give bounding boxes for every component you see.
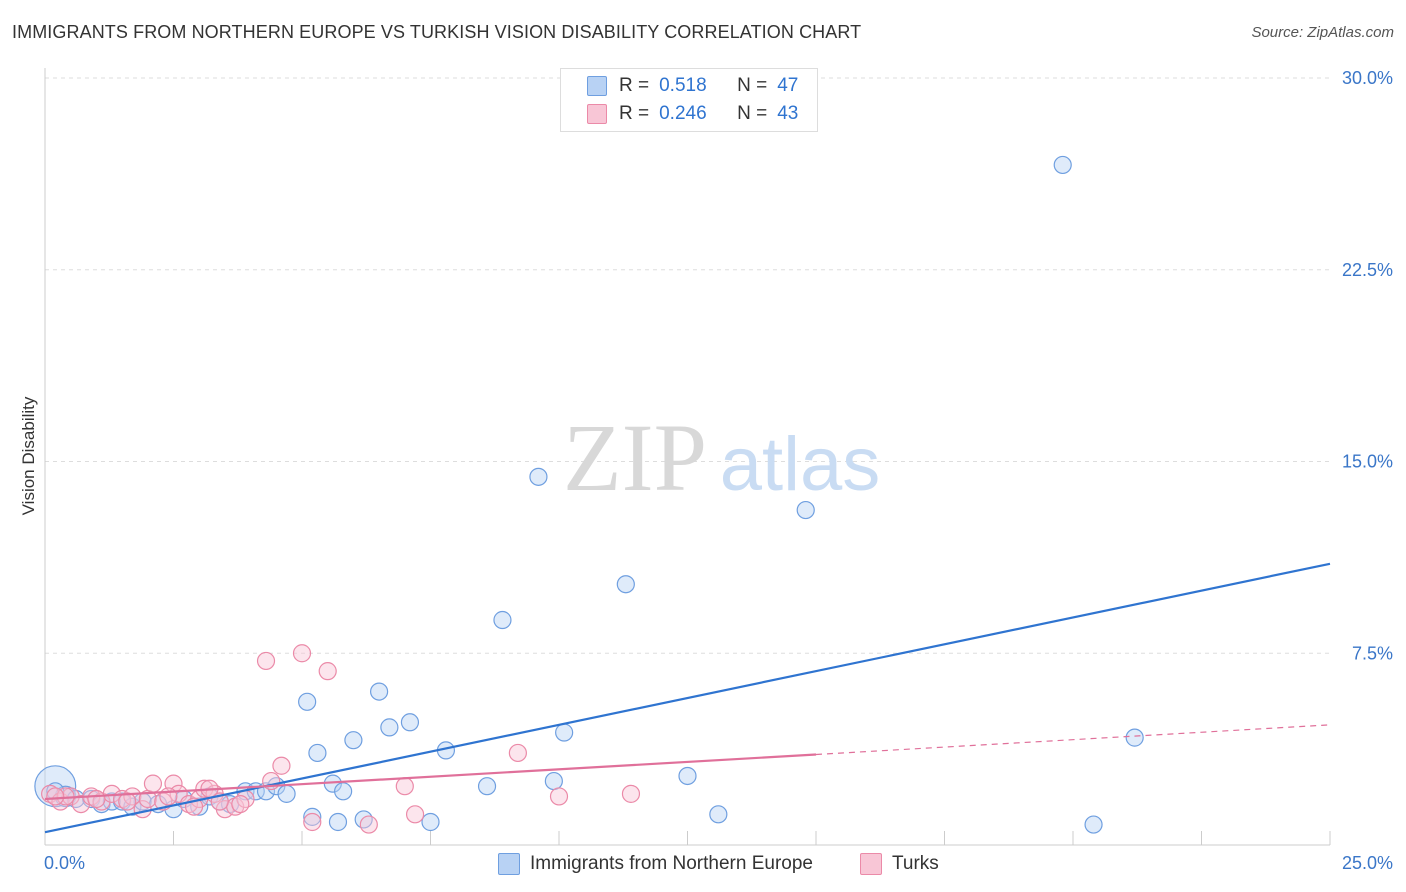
- data-point-northern-europe: [555, 723, 574, 742]
- chart-title: IMMIGRANTS FROM NORTHERN EUROPE VS TURKI…: [12, 22, 862, 42]
- data-point-northern-europe: [709, 805, 728, 824]
- legend-r-value: 0.518: [659, 75, 707, 96]
- data-point-turks: [272, 756, 291, 775]
- data-point-turks: [118, 792, 137, 811]
- axis-layer: [44, 68, 1331, 846]
- y-tick-label: 22.5%: [1342, 260, 1393, 280]
- data-point-northern-europe: [1125, 728, 1144, 747]
- source-label: Source: ZipAtlas.com: [1251, 24, 1394, 41]
- legend-swatch-pink: [587, 104, 607, 124]
- legend-row-northern-europe: R = 0.518 N = 47: [587, 72, 799, 100]
- data-point-turks: [123, 787, 142, 806]
- watermark-zip: ZIP: [563, 404, 707, 511]
- data-point-northern-europe: [544, 771, 563, 791]
- data-point-northern-europe: [334, 782, 353, 801]
- data-point-turks: [549, 787, 569, 806]
- data-point-northern-europe: [616, 575, 635, 594]
- data-point-turks: [395, 777, 414, 796]
- legend-r-value: 0.246: [659, 103, 707, 124]
- data-point-northern-europe: [493, 610, 512, 630]
- data-point-northern-europe: [354, 810, 373, 829]
- trend-layer: [44, 562, 1331, 834]
- bottom-legend-northern-europe[interactable]: Immigrants from Northern Europe: [498, 852, 813, 876]
- legend-n-label: N =: [737, 75, 768, 96]
- legend-n-value: 43: [777, 103, 799, 124]
- data-point-northern-europe: [308, 743, 327, 763]
- data-point-turks: [87, 789, 106, 809]
- data-point-turks: [143, 774, 163, 793]
- data-point-turks: [303, 812, 322, 832]
- data-point-turks: [508, 743, 527, 763]
- legend-r-label: R =: [619, 75, 650, 96]
- watermark: ZIP atlas: [563, 404, 880, 511]
- data-point-turks: [92, 792, 111, 811]
- bottom-legend-turks[interactable]: Turks: [860, 852, 939, 876]
- bottom-legend-swatch-blue: [498, 853, 520, 875]
- data-point-northern-europe: [1053, 155, 1072, 175]
- data-point-northern-europe: [477, 777, 497, 796]
- data-point-turks: [359, 815, 378, 834]
- legend-row-turks: R = 0.246 N = 43: [587, 100, 799, 128]
- bottom-legend-swatch-pink: [860, 853, 882, 875]
- x-tick-label: 25.0%: [1342, 853, 1393, 873]
- data-point-turks: [46, 787, 65, 806]
- trend-line-turks: [44, 753, 817, 801]
- data-point-turks: [405, 805, 425, 824]
- data-point-northern-europe: [328, 812, 348, 832]
- y-tick-label: 15.0%: [1342, 452, 1393, 472]
- grid-layer: [45, 77, 1330, 654]
- y-tick-label: 7.5%: [1352, 643, 1393, 663]
- stats-legend: R = 0.518 N = 47 R = 0.246 N = 43: [560, 68, 818, 132]
- data-point-northern-europe: [303, 807, 322, 826]
- bottom-legend-label: Turks: [892, 853, 939, 874]
- watermark-atlas: atlas: [720, 422, 881, 507]
- bottom-legend-label: Immigrants from Northern Europe: [530, 853, 813, 874]
- data-point-northern-europe: [400, 713, 420, 732]
- y-tick-label: 30.0%: [1342, 68, 1393, 88]
- y-axis-label: Vision Disability: [19, 396, 38, 515]
- data-point-northern-europe: [298, 692, 317, 711]
- data-point-northern-europe: [380, 718, 399, 737]
- trend-line-turks-extension: [815, 724, 1331, 756]
- data-point-turks: [621, 784, 641, 803]
- data-point-turks: [292, 644, 312, 663]
- data-point-northern-europe: [344, 731, 363, 750]
- data-point-northern-europe: [678, 766, 697, 786]
- data-point-northern-europe: [421, 812, 440, 832]
- data-point-turks: [256, 651, 276, 671]
- x-tick-label: 0.0%: [44, 853, 85, 873]
- data-point-northern-europe: [34, 765, 77, 808]
- data-point-northern-europe: [1084, 815, 1103, 834]
- data-point-northern-europe: [529, 467, 548, 486]
- data-point-turks: [318, 662, 337, 681]
- label-layer: 7.5% 15.0% 22.5% 30.0% 0.0% 25.0% Vision Disab…: [19, 68, 1393, 873]
- legend-n-value: 47: [777, 75, 799, 96]
- legend-r-label: R =: [619, 103, 650, 124]
- legend-n-label: N =: [737, 103, 768, 124]
- data-point-turks: [231, 794, 250, 814]
- data-point-northern-europe: [796, 500, 815, 520]
- trend-line-northern-europe: [44, 562, 1331, 834]
- data-point-northern-europe: [277, 784, 296, 803]
- legend-swatch-blue: [587, 76, 607, 96]
- data-point-northern-europe: [370, 682, 389, 701]
